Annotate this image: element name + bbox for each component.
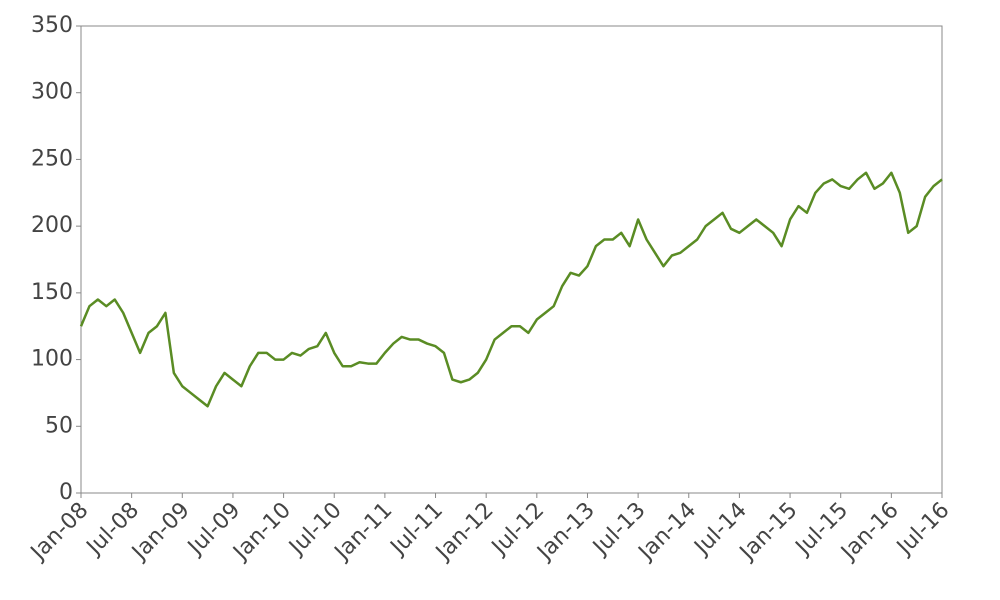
- y-tick-label: 350: [31, 13, 73, 38]
- y-tick-label: 200: [31, 213, 73, 238]
- y-tick-label: 0: [59, 480, 73, 505]
- y-tick-label: 250: [31, 146, 73, 171]
- y-tick-label: 300: [31, 80, 73, 105]
- plot-frame: [80, 25, 943, 494]
- y-tick-label: 100: [31, 347, 73, 372]
- y-tick-label: 50: [45, 413, 73, 438]
- x-tick-label: Jul-16: [891, 498, 954, 561]
- y-tick-label: 150: [31, 280, 73, 305]
- x-tick-label: Jan-08: [25, 498, 93, 566]
- price-line: [79, 171, 943, 408]
